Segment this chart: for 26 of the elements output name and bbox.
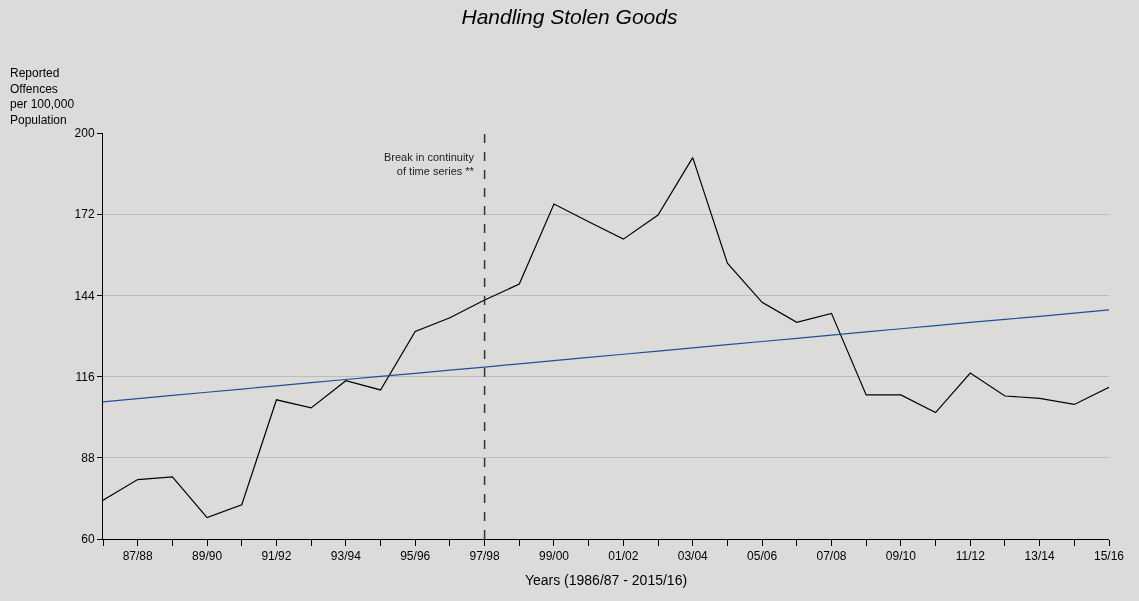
chart-title: Handling Stolen Goods	[461, 4, 678, 28]
x-axis-title: Years (1986/87 - 2015/16)	[524, 571, 688, 588]
x-tick-label: 07/08	[816, 549, 847, 564]
ref-line-label: Break in continuity of time series **	[384, 151, 475, 178]
y-tick-label: 172	[74, 207, 95, 222]
x-tick-label: 95/96	[400, 549, 431, 564]
y-tick-label: 144	[74, 288, 95, 303]
x-tick-label: 03/04	[677, 549, 709, 564]
x-tick-label: 89/90	[192, 549, 223, 564]
x-tick-label: 15/16	[1093, 549, 1125, 564]
y-axis-title: Reported Offences per 100,000 Population	[10, 66, 75, 127]
x-tick-label: 87/88	[122, 549, 154, 564]
x-tick-label: 11/12	[955, 549, 986, 564]
x-tick-label: 91/92	[261, 549, 292, 564]
x-tick-label: 01/02	[608, 549, 639, 564]
x-tick-label: 05/06	[747, 549, 778, 564]
x-tick-label: 93/94	[330, 549, 362, 564]
y-tick-label: 88	[81, 451, 95, 465]
y-tick-label: 116	[75, 369, 95, 384]
y-tick-label: 60	[81, 532, 95, 547]
x-tick-label: 97/98	[469, 549, 500, 564]
x-tick-label: 13/14	[1024, 549, 1055, 564]
x-tick-label: 99/00	[538, 549, 570, 564]
x-tick-label: 09/10	[885, 549, 917, 564]
line-series	[103, 309, 1109, 403]
y-tick-label: 200	[74, 126, 95, 141]
